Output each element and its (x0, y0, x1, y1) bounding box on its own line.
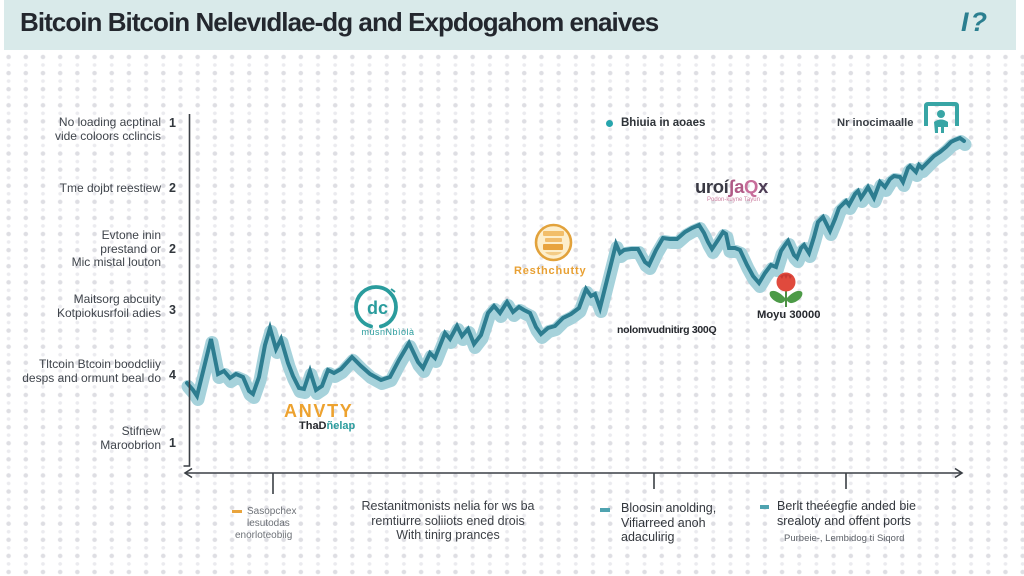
svg-text:dc: dc (367, 298, 388, 318)
